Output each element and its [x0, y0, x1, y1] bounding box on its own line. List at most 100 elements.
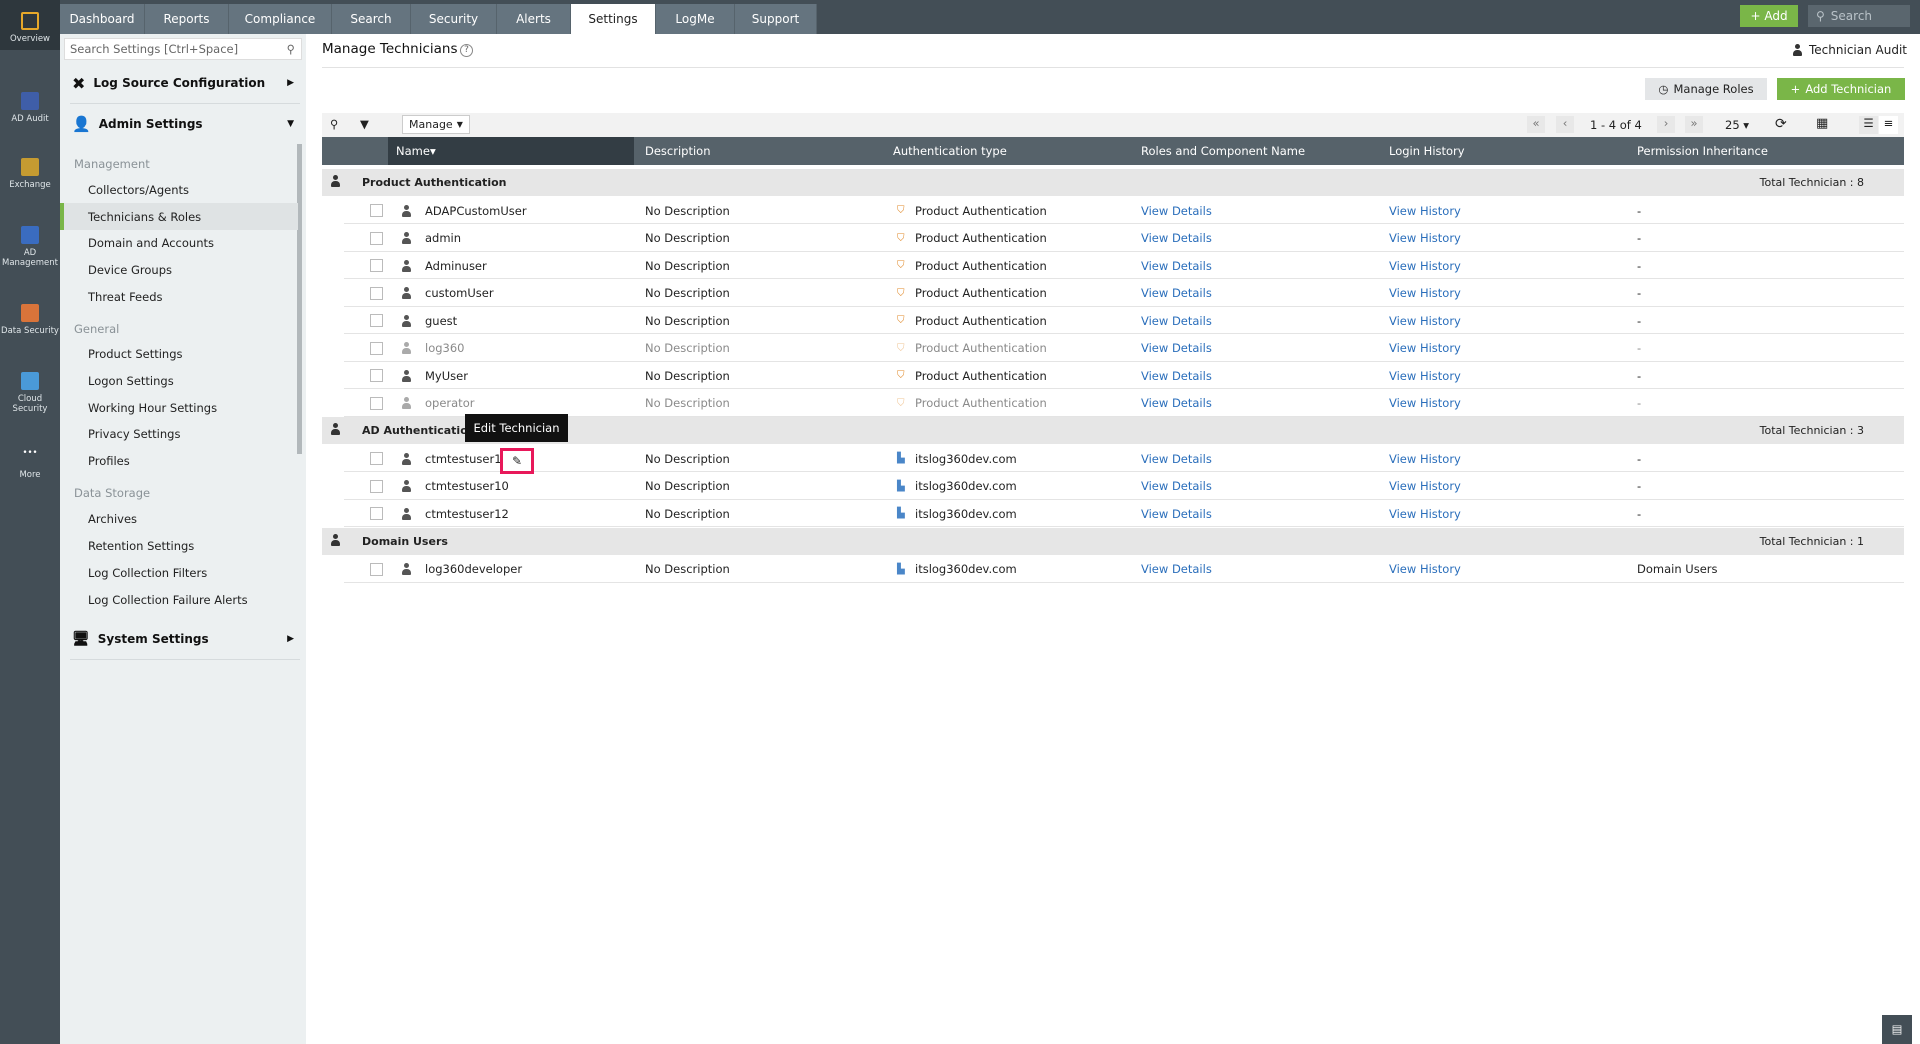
log-source-configuration-section[interactable]: ✖ Log Source Configuration ▶ — [72, 73, 294, 93]
view-details-link[interactable]: View Details — [1141, 396, 1212, 410]
row-checkbox[interactable] — [370, 231, 383, 245]
table-row[interactable]: log360 No Description ⛉ Product Authenticat… — [344, 334, 1904, 362]
table-row[interactable]: ctmtestuser1 No Description ▙ itslog360dev.… — [344, 445, 1904, 472]
sidebar-item[interactable]: Product Settings — [88, 346, 183, 361]
sidebar-item[interactable]: Collectors/Agents — [88, 182, 190, 197]
tab-search[interactable]: Search — [332, 4, 411, 34]
manage-roles-button[interactable]: ◷ Manage Roles — [1645, 78, 1767, 100]
view-history-link[interactable]: View History — [1389, 562, 1461, 576]
sidebar-item[interactable]: Profiles — [88, 453, 130, 468]
refresh-icon[interactable]: ⟳ — [1775, 116, 1787, 132]
sidebar-scrollbar[interactable] — [297, 144, 302, 454]
sidebar-item[interactable]: Archives — [88, 511, 138, 526]
help-icon[interactable]: ? — [460, 44, 473, 57]
table-row[interactable]: ctmtestuser12 No Description ▙ itslog360dev… — [344, 500, 1904, 527]
table-row[interactable]: operator No Description ⛉ Product Authentic… — [344, 389, 1904, 417]
rail-item-cloud-security[interactable]: Cloud Security — [0, 372, 60, 414]
view-details-link[interactable]: View Details — [1141, 562, 1212, 576]
table-row[interactable]: ADAPCustomUser No Description ⛉ Product Aut… — [344, 197, 1904, 224]
sidebar-item[interactable]: Logon Settings — [88, 373, 174, 388]
tab-logme[interactable]: LogMe — [656, 4, 735, 34]
sidebar-item[interactable]: Technicians & Roles — [60, 203, 298, 230]
row-checkbox[interactable] — [370, 396, 383, 410]
prev-page-button[interactable]: ‹ — [1556, 116, 1574, 133]
tab-dashboard[interactable]: Dashboard — [60, 4, 145, 34]
manage-dropdown[interactable]: Manage ▼ — [402, 115, 470, 134]
column-header[interactable]: Login History — [1389, 144, 1465, 158]
rail-item-overview[interactable]: Overview — [0, 0, 60, 50]
chat-icon[interactable]: ▤ — [1882, 1015, 1912, 1044]
view-history-link[interactable]: View History — [1389, 451, 1461, 466]
view-history-link[interactable]: View History — [1389, 368, 1461, 383]
view-history-link[interactable]: View History — [1389, 203, 1461, 218]
rail-item-more[interactable]: ••• More — [19, 448, 41, 480]
table-row[interactable]: log360developer No Description ▙ itslog360d… — [344, 555, 1904, 583]
view-history-link[interactable]: View History — [1389, 286, 1461, 300]
view-history-link[interactable]: View History — [1389, 341, 1461, 355]
admin-settings-section[interactable]: 👤 Admin Settings ▼ — [72, 115, 294, 133]
row-checkbox[interactable] — [370, 259, 383, 272]
sidebar-item[interactable]: Device Groups — [88, 262, 172, 277]
column-header[interactable]: Permission Inheritance — [1637, 144, 1768, 158]
rail-item-data-security[interactable]: Data Security — [0, 304, 60, 336]
view-history-link[interactable]: View History — [1389, 506, 1461, 521]
row-checkbox[interactable] — [370, 341, 383, 355]
table-row[interactable]: admin No Description ⛉ Product Authenticati… — [344, 224, 1904, 252]
view-history-link[interactable]: View History — [1389, 231, 1461, 245]
row-checkbox[interactable] — [370, 314, 383, 327]
column-header[interactable]: Name ▾ — [396, 144, 436, 158]
row-checkbox[interactable] — [370, 479, 383, 493]
view-details-link[interactable]: View Details — [1141, 286, 1212, 300]
list-view-icon[interactable]: ☰ — [1859, 116, 1878, 134]
first-page-button[interactable]: « — [1527, 116, 1545, 133]
column-header[interactable]: Description — [645, 144, 711, 158]
tab-settings[interactable]: Settings — [571, 4, 656, 34]
sidebar-item[interactable]: Retention Settings — [88, 538, 195, 553]
table-row[interactable]: guest No Description ⛉ Product Authenticati… — [344, 307, 1904, 334]
column-header[interactable]: Roles and Component Name — [1141, 144, 1306, 158]
technician-audit-link[interactable]: Technician Audit — [1792, 43, 1907, 57]
sidebar-item[interactable]: Working Hour Settings — [88, 400, 218, 415]
add-technician-button[interactable]: + Add Technician — [1777, 78, 1905, 100]
view-history-link[interactable]: View History — [1389, 258, 1461, 273]
row-checkbox[interactable] — [370, 204, 383, 217]
next-page-button[interactable]: › — [1657, 116, 1675, 133]
table-row[interactable]: customUser No Description ⛉ Product Authent… — [344, 279, 1904, 307]
tab-support[interactable]: Support — [735, 4, 817, 34]
rail-item-exchange[interactable]: Exchange — [0, 158, 60, 190]
sidebar-item[interactable]: Privacy Settings — [88, 426, 181, 441]
view-details-link[interactable]: View Details — [1141, 203, 1212, 218]
settings-search-input[interactable]: Search Settings [Ctrl+Space] ⚲ — [64, 38, 302, 60]
view-details-link[interactable]: View Details — [1141, 313, 1212, 328]
sidebar-item[interactable]: Log Collection Filters — [88, 565, 208, 580]
row-checkbox[interactable] — [370, 369, 383, 382]
view-details-link[interactable]: View Details — [1141, 258, 1212, 273]
table-row[interactable]: MyUser No Description ⛉ Product Authenticat… — [344, 362, 1904, 389]
row-checkbox[interactable] — [370, 452, 383, 465]
edit-pencil-icon[interactable]: ✎ — [500, 448, 534, 474]
view-details-link[interactable]: View Details — [1141, 451, 1212, 466]
view-history-link[interactable]: View History — [1389, 313, 1461, 328]
add-button[interactable]: + Add — [1740, 5, 1798, 27]
last-page-button[interactable]: » — [1685, 116, 1703, 133]
sidebar-item[interactable]: Threat Feeds — [88, 289, 163, 304]
tab-reports[interactable]: Reports — [145, 4, 229, 34]
table-row[interactable]: Adminuser No Description ⛉ Product Authenti… — [344, 252, 1904, 279]
row-checkbox[interactable] — [370, 562, 383, 576]
view-details-link[interactable]: View Details — [1141, 341, 1212, 355]
view-history-link[interactable]: View History — [1389, 396, 1461, 410]
row-checkbox[interactable] — [370, 507, 383, 520]
tab-compliance[interactable]: Compliance — [229, 4, 332, 34]
view-details-link[interactable]: View Details — [1141, 506, 1212, 521]
view-history-link[interactable]: View History — [1389, 479, 1461, 493]
filter-icon[interactable]: ▼ — [360, 117, 369, 131]
tab-alerts[interactable]: Alerts — [497, 4, 571, 34]
tree-view-icon[interactable]: ≡ — [1879, 116, 1898, 134]
table-search-icon[interactable]: ⚲ — [330, 117, 339, 131]
sidebar-item[interactable]: Log Collection Failure Alerts — [88, 592, 248, 607]
system-settings-section[interactable]: 🖥 System Settings ▶ — [72, 631, 294, 647]
row-checkbox[interactable] — [370, 286, 383, 300]
rail-item-ad-audit[interactable]: AD Audit — [0, 92, 60, 124]
rail-item-ad-management[interactable]: AD Management — [0, 226, 60, 268]
column-header[interactable]: Authentication type — [893, 144, 1007, 158]
